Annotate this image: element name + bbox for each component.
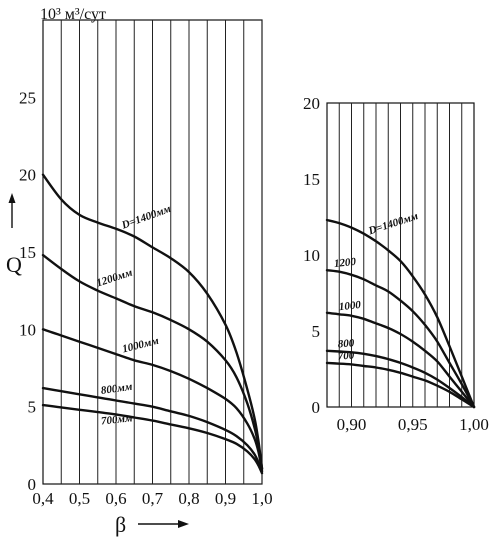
x-tick-label: 0,95 [398,415,428,434]
x-tick-label: 1,0 [251,489,272,508]
y-axis-label: Q [6,252,22,277]
unit-label: 10³ м³/сут [40,6,106,23]
y-tick-label: 5 [28,398,37,417]
series-label: 800мм [100,381,133,397]
series-label: D=1400мм [366,210,420,238]
series-label: 1000 [338,299,362,313]
x-tick-label: 0,6 [105,489,126,508]
chart-right: 0 5 10 15 20 0,90 0,95 1,00 D=1400мм 1200 1000 80… [303,94,489,434]
y-tick-label: 0 [312,398,321,417]
x-tick-label: 0,8 [178,489,199,508]
series-line [325,269,476,409]
series-label: 800 [337,337,355,350]
x-tick-label: 0,9 [215,489,236,508]
series-line [41,253,264,470]
series-line [325,218,476,409]
x-tick-labels: 0,4 0,5 0,6 0,7 0,8 0,9 1,0 [32,489,272,508]
series-line [41,386,264,473]
series-line [41,403,264,475]
series-label: 1200мм [95,267,134,290]
series-line [325,311,476,409]
x-tick-label: 0,90 [337,415,367,434]
x-axis-arrow [138,520,189,528]
series-label: D=1400мм [119,203,173,232]
x-axis-label: β [115,512,126,537]
series-label: 1200 [333,256,357,270]
y-tick-label: 20 [19,166,36,185]
x-tick-label: 1,00 [459,415,489,434]
y-tick-label: 20 [303,94,320,113]
series-line [325,361,476,409]
y-tick-label: 15 [19,243,36,262]
x-tick-label: 0,4 [32,489,54,508]
y-tick-label: 25 [19,88,36,107]
y-axis-arrow [8,193,16,228]
x-tick-label: 0,5 [69,489,90,508]
y-tick-label: 15 [303,170,320,189]
series-label: 700 [337,349,355,362]
series-line [41,328,264,472]
series-line [325,349,476,409]
y-tick-label: 5 [312,322,321,341]
grid [42,19,263,485]
y-tick-label: 0 [28,475,37,494]
y-tick-label: 10 [303,246,320,265]
x-tick-labels: 0,90 0,95 1,00 [337,415,489,434]
y-tick-labels: 0 5 10 15 20 25 [19,88,36,494]
y-tick-label: 10 [19,320,36,339]
series-label: 1000мм [121,335,160,356]
y-tick-labels: 0 5 10 15 20 [303,94,320,417]
series-line [41,173,264,470]
x-tick-label: 0,7 [142,489,164,508]
series-label: 700мм [100,412,133,427]
